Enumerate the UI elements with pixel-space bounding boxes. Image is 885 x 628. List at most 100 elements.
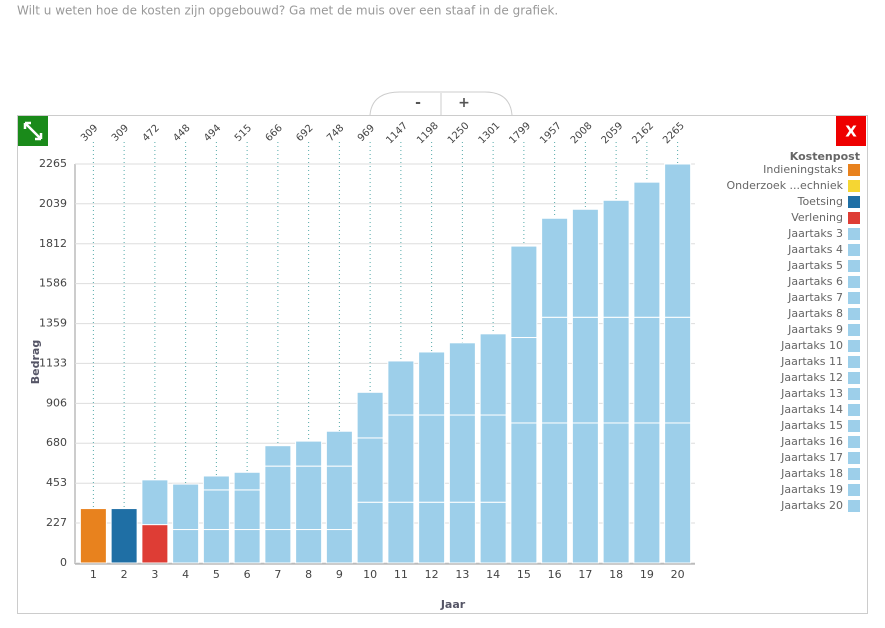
bar-segment <box>387 360 415 416</box>
bar-segment <box>141 479 169 526</box>
bar-segment <box>295 465 323 531</box>
legend-swatch <box>848 260 860 272</box>
x-tick-label: 15 <box>517 568 531 581</box>
y-tick-label: 1812 <box>39 237 67 250</box>
bar-segment <box>664 422 692 564</box>
expand-button[interactable] <box>18 116 48 146</box>
legend-swatch <box>848 340 860 352</box>
legend-swatch <box>848 292 860 304</box>
bar-segment <box>295 529 323 564</box>
total-label: 1250 <box>446 120 472 146</box>
x-tick-label: 9 <box>336 568 343 581</box>
chart-frame <box>17 115 868 614</box>
bar-segment <box>356 391 384 439</box>
bar-segment <box>602 316 630 424</box>
total-label: 1957 <box>538 120 564 146</box>
bar-segment <box>233 489 261 531</box>
zoom-in[interactable]: + <box>458 95 470 111</box>
y-tick-label: 1359 <box>39 317 67 330</box>
zoom-out[interactable]: - <box>415 95 421 111</box>
total-label: 2162 <box>630 120 656 146</box>
legend-label: Jaartaks 11 <box>780 355 843 368</box>
x-tick-label: 14 <box>486 568 500 581</box>
bar-segment <box>264 529 292 564</box>
x-axis-title: Jaar <box>440 598 466 611</box>
legend-label: Jaartaks 14 <box>780 403 843 416</box>
bar-segment <box>141 524 169 564</box>
bar-segment <box>602 199 630 318</box>
x-tick-label: 12 <box>425 568 439 581</box>
legend-label: Jaartaks 3 <box>787 227 843 240</box>
legend-label: Indieningstaks <box>763 163 843 176</box>
bar-segment <box>510 337 538 424</box>
legend-swatch <box>848 180 860 192</box>
bar-segment <box>479 414 507 503</box>
legend-swatch <box>848 276 860 288</box>
legend-swatch <box>848 452 860 464</box>
legend-swatch <box>848 228 860 240</box>
legend-label: Jaartaks 13 <box>780 387 843 400</box>
bar-segment <box>325 430 353 467</box>
bar-segment <box>356 437 384 503</box>
total-label: 2059 <box>600 120 626 146</box>
y-tick-label: 2265 <box>39 157 67 170</box>
total-label: 515 <box>233 123 254 144</box>
x-tick-label: 13 <box>455 568 469 581</box>
bar-segment <box>110 508 138 564</box>
x-tick-label: 11 <box>394 568 408 581</box>
x-tick-label: 18 <box>609 568 623 581</box>
x-tick-label: 5 <box>213 568 220 581</box>
y-tick-label: 0 <box>60 556 67 569</box>
x-tick-label: 2 <box>121 568 128 581</box>
close-label[interactable]: X <box>845 123 857 141</box>
x-tick-label: 10 <box>363 568 377 581</box>
x-tick-label: 3 <box>151 568 158 581</box>
total-label: 494 <box>202 123 223 144</box>
x-tick-label: 17 <box>578 568 592 581</box>
bar-segment <box>387 414 415 503</box>
bar-segment <box>571 316 599 424</box>
total-label: 1147 <box>384 120 410 146</box>
legend-swatch <box>848 436 860 448</box>
total-label: 692 <box>294 123 315 144</box>
legend-label: Jaartaks 9 <box>787 323 843 336</box>
x-tick-label: 1 <box>90 568 97 581</box>
legend-label: Jaartaks 16 <box>780 435 843 448</box>
y-axis-title: Bedrag <box>29 340 42 384</box>
legend-swatch <box>848 404 860 416</box>
bar-segment <box>633 422 661 564</box>
legend-label: Onderzoek ...echniek <box>727 179 844 192</box>
y-tick-label: 906 <box>46 396 67 409</box>
legend-swatch <box>848 244 860 256</box>
total-label: 1799 <box>507 120 533 146</box>
legend-label: Jaartaks 8 <box>787 307 843 320</box>
total-label: 309 <box>79 123 100 144</box>
bar-segment <box>264 445 292 467</box>
bar-segment <box>325 465 353 531</box>
legend-swatch <box>848 356 860 368</box>
bar-segment <box>510 245 538 339</box>
total-label: 448 <box>171 123 192 144</box>
bar-segment <box>233 529 261 564</box>
x-tick-label: 6 <box>244 568 251 581</box>
bar-segment <box>541 316 569 424</box>
legend-swatch <box>848 324 860 336</box>
close-button[interactable] <box>836 116 866 146</box>
bar-segment <box>202 489 230 531</box>
bar-segment <box>633 316 661 424</box>
legend-swatch <box>848 388 860 400</box>
bar-segment <box>479 333 507 416</box>
total-label: 969 <box>356 123 377 144</box>
total-label: 2265 <box>661 120 687 146</box>
bar-segment <box>264 465 292 531</box>
y-tick-label: 453 <box>46 476 67 489</box>
y-tick-label: 1133 <box>39 356 67 369</box>
legend-label: Jaartaks 15 <box>780 419 843 432</box>
legend-swatch <box>848 196 860 208</box>
bar-segment <box>448 414 476 503</box>
total-label: 2008 <box>569 120 595 146</box>
x-tick-label: 8 <box>305 568 312 581</box>
legend-swatch <box>848 468 860 480</box>
legend-label: Jaartaks 17 <box>780 451 843 464</box>
legend-label: Jaartaks 6 <box>787 275 843 288</box>
